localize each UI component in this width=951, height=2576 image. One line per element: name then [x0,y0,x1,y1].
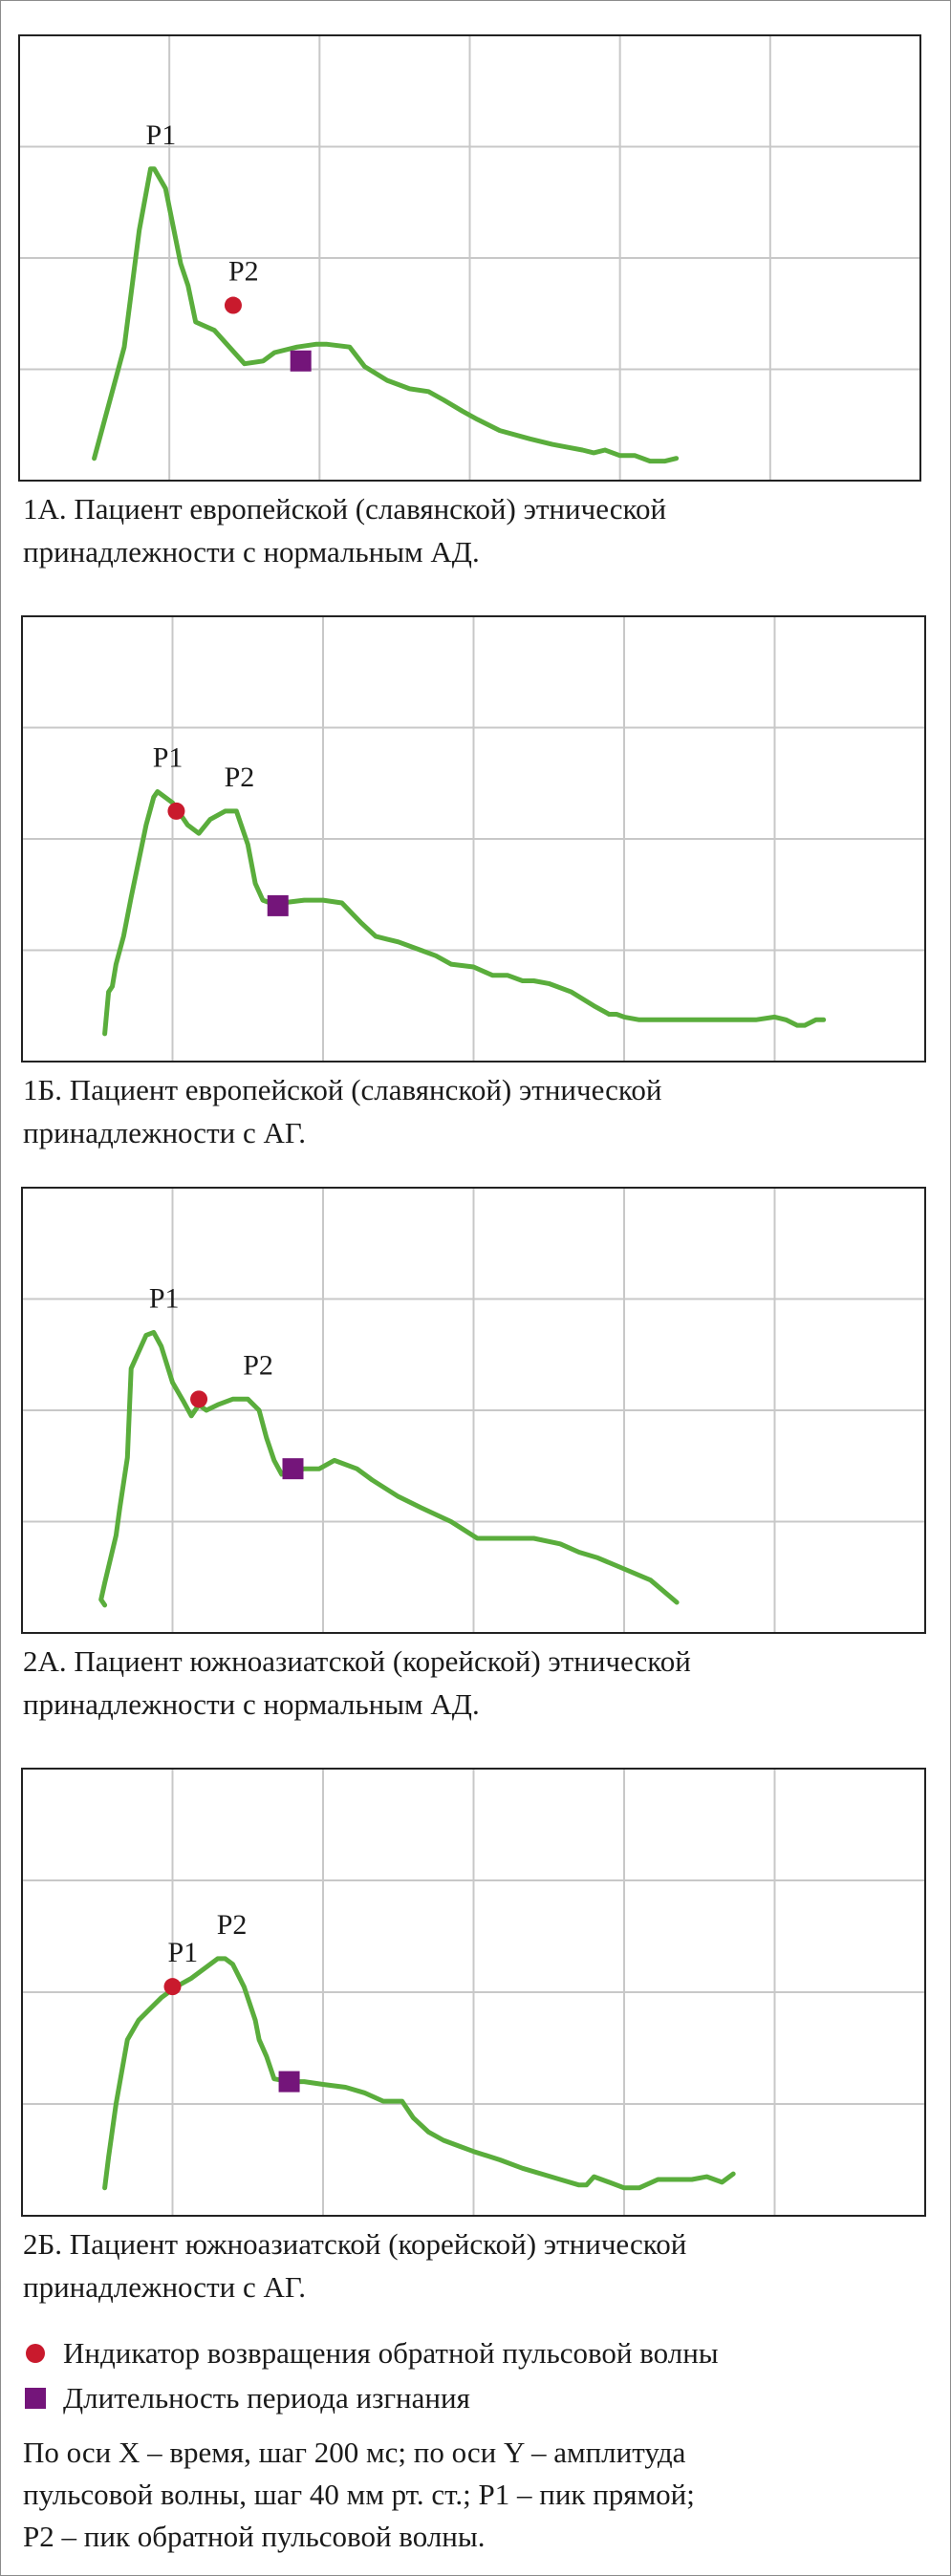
legend-reflection: Индикатор возвращения обратной пульсовой… [23,2334,719,2372]
ejection-period-marker [267,894,289,916]
plot-area-border [21,615,926,1063]
pulse-wave-line [92,166,680,464]
peak-label-p1: P1 [168,1937,199,1968]
pulse-wave-line [98,1329,680,1608]
caption-line: 2А. Пациент южноазиатской (корейской) эт… [23,1644,691,1678]
chart-panel-2A: P1 P2 [21,1187,926,1634]
panel-caption-2A: 2А. Пациент южноазиатской (корейской) эт… [23,1640,912,1726]
plot-area-border [21,1768,926,2217]
red-dot-icon [26,2344,45,2363]
legend-ejection-label: Длительность периода изгнания [63,2381,470,2415]
plot-area-border [18,34,921,482]
pulse-wave-line [102,1956,736,2191]
note-line: пульсовой волны, шаг 40 мм рт. ст.; P1 –… [23,2478,695,2511]
peak-label-p2: P2 [228,256,259,288]
caption-line: принадлежности с нормальным АД. [23,535,480,569]
legend-ejection: Длительность периода изгнания [23,2379,470,2417]
peak-label-p1: P1 [153,741,184,773]
panel-caption-1B: 1Б. Пациент европейской (славянской) этн… [23,1068,912,1154]
reflection-return-marker [163,1978,182,1996]
caption-line: принадлежности с нормальным АД. [23,1687,480,1721]
axis-note: По оси X – время, шаг 200 мс; по оси Y –… [23,2432,921,2558]
caption-line: 1Б. Пациент европейской (славянской) этн… [23,1073,662,1106]
plot-area-border [21,1187,926,1634]
note-line: P2 – пик обратной пульсовой волны. [23,2520,486,2553]
peak-label-p1: P1 [146,119,177,151]
pulse-wave-line [102,789,827,1037]
caption-line: принадлежности с АГ. [23,2270,307,2304]
ejection-period-marker [282,1458,304,1480]
purple-square-icon [25,2388,46,2409]
reflection-return-marker [167,802,185,820]
chart-panel-1A: P1 P2 [18,34,921,482]
caption-line: принадлежности с АГ. [23,1116,307,1149]
peak-label-p2: P2 [243,1349,273,1381]
chart-panel-2B: P1 P2 [21,1768,926,2217]
legend-reflection-label: Индикатор возвращения обратной пульсовой… [63,2336,719,2370]
peak-label-p2: P2 [217,1909,248,1941]
ejection-period-marker [290,350,312,372]
reflection-return-marker [224,296,242,314]
reflection-return-marker [190,1390,208,1408]
panel-caption-1A: 1А. Пациент европейской (славянской) этн… [23,487,912,573]
peak-label-p1: P1 [149,1282,180,1314]
note-line: По оси X – время, шаг 200 мс; по оси Y –… [23,2436,686,2469]
panel-caption-2B: 2Б. Пациент южноазиатской (корейской) эт… [23,2222,912,2308]
caption-line: 1А. Пациент европейской (славянской) этн… [23,492,667,526]
chart-panel-1B: P1 P2 [21,615,926,1063]
caption-line: 2Б. Пациент южноазиатской (корейской) эт… [23,2227,687,2261]
peak-label-p2: P2 [225,762,255,793]
ejection-period-marker [278,2071,300,2093]
